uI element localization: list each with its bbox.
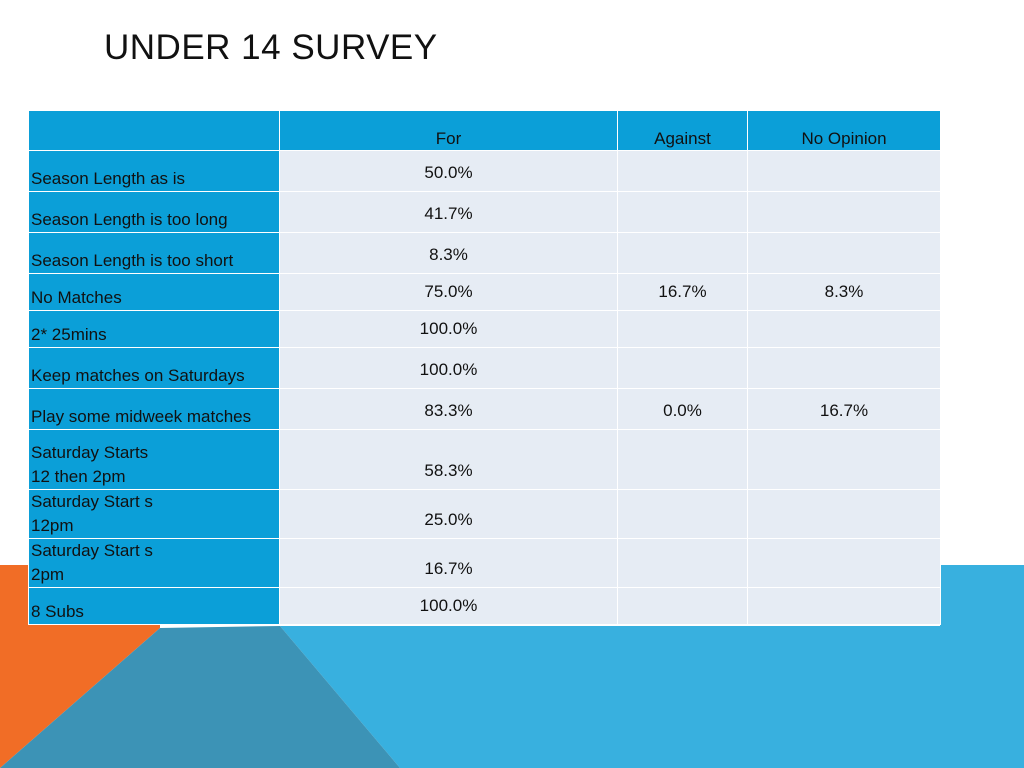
against-cell	[617, 191, 748, 233]
row-label: No Matches	[28, 273, 280, 311]
for-cell: 100.0%	[279, 347, 618, 389]
no-opinion-cell: 8.3%	[747, 273, 941, 311]
header-empty	[28, 110, 280, 151]
table-row: 2* 25mins 100.0%	[28, 310, 941, 348]
no-opinion-cell	[747, 538, 941, 588]
row-label: Season Length is too short	[28, 232, 280, 274]
header-against: Against	[617, 110, 748, 151]
for-cell: 8.3%	[279, 232, 618, 274]
dark-blue-band-shape	[0, 626, 400, 768]
table-row: Saturday Start s 2pm 16.7%	[28, 538, 941, 588]
table-row: Season Length is too long 41.7%	[28, 191, 941, 233]
against-cell	[617, 150, 748, 192]
no-opinion-cell	[747, 310, 941, 348]
for-cell: 83.3%	[279, 388, 618, 430]
row-label: Keep matches on Saturdays	[28, 347, 280, 389]
for-cell: 16.7%	[279, 538, 618, 588]
for-cell: 58.3%	[279, 429, 618, 490]
table-row: Play some midweek matches 83.3% 0.0% 16.…	[28, 388, 941, 430]
row-label: Play some midweek matches	[28, 388, 280, 430]
against-cell: 0.0%	[617, 388, 748, 430]
table-row: No Matches 75.0% 16.7% 8.3%	[28, 273, 941, 311]
table-row: 8 Subs 100.0%	[28, 587, 941, 625]
no-opinion-cell	[747, 429, 941, 490]
for-cell: 100.0%	[279, 310, 618, 348]
row-label: Saturday Start s 12pm	[28, 489, 280, 539]
no-opinion-cell	[747, 150, 941, 192]
table-row: Season Length is too short 8.3%	[28, 232, 941, 274]
row-label: 8 Subs	[28, 587, 280, 625]
no-opinion-cell	[747, 489, 941, 539]
blue-band-shape	[280, 565, 1024, 768]
row-label: Season Length as is	[28, 150, 280, 192]
table-header-row: For Against No Opinion	[28, 110, 941, 151]
row-label: 2* 25mins	[28, 310, 280, 348]
table-row: Saturday Starts 12 then 2pm 58.3%	[28, 429, 941, 490]
for-cell: 100.0%	[279, 587, 618, 625]
against-cell	[617, 429, 748, 490]
no-opinion-cell: 16.7%	[747, 388, 941, 430]
slide-title: UNDER 14 SURVEY	[104, 28, 438, 67]
against-cell	[617, 347, 748, 389]
table-row: Saturday Start s 12pm 25.0%	[28, 489, 941, 539]
for-cell: 50.0%	[279, 150, 618, 192]
row-label: Season Length is too long	[28, 191, 280, 233]
against-cell	[617, 310, 748, 348]
for-cell: 25.0%	[279, 489, 618, 539]
header-for: For	[279, 110, 618, 151]
table-row: Keep matches on Saturdays 100.0%	[28, 347, 941, 389]
against-cell	[617, 232, 748, 274]
no-opinion-cell	[747, 191, 941, 233]
for-cell: 75.0%	[279, 273, 618, 311]
table-row: Season Length as is 50.0%	[28, 150, 941, 192]
against-cell	[617, 587, 748, 625]
header-no-opinion: No Opinion	[747, 110, 941, 151]
no-opinion-cell	[747, 587, 941, 625]
against-cell: 16.7%	[617, 273, 748, 311]
no-opinion-cell	[747, 232, 941, 274]
against-cell	[617, 489, 748, 539]
for-cell: 41.7%	[279, 191, 618, 233]
survey-table: For Against No Opinion Season Length as …	[28, 110, 941, 625]
row-label: Saturday Start s 2pm	[28, 538, 280, 588]
row-label: Saturday Starts 12 then 2pm	[28, 429, 280, 490]
against-cell	[617, 538, 748, 588]
no-opinion-cell	[747, 347, 941, 389]
